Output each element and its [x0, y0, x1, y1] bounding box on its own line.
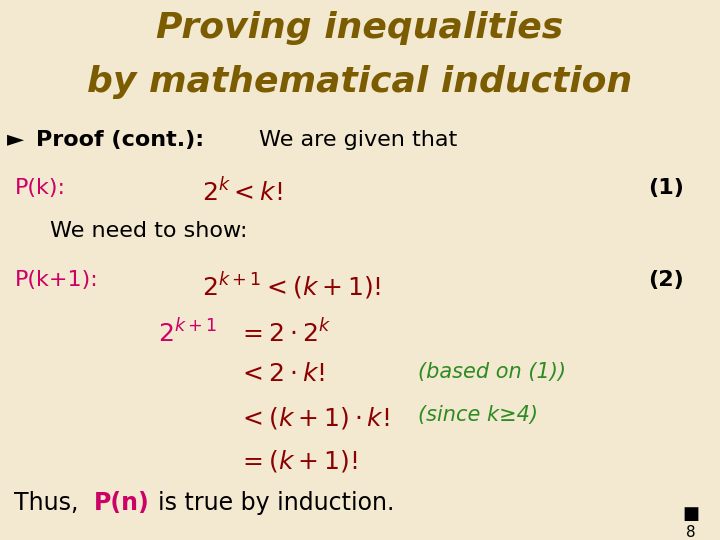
Text: We are given that: We are given that — [259, 130, 457, 150]
Text: is true by induction.: is true by induction. — [158, 491, 395, 515]
Text: (1): (1) — [648, 178, 684, 198]
Text: P(k):: P(k): — [14, 178, 66, 198]
Text: (2): (2) — [648, 270, 684, 290]
Text: by mathematical induction: by mathematical induction — [87, 65, 633, 99]
Text: $< 2 \cdot k!$: $< 2 \cdot k!$ — [238, 362, 325, 386]
Text: $< (k+1) \cdot k!$: $< (k+1) \cdot k!$ — [238, 405, 390, 431]
Text: $= 2 \cdot 2^k$: $= 2 \cdot 2^k$ — [238, 319, 330, 347]
Text: P(n): P(n) — [94, 491, 149, 515]
Text: (based on (1)): (based on (1)) — [418, 362, 566, 382]
Text: ■: ■ — [683, 505, 700, 523]
Text: Proving inequalities: Proving inequalities — [156, 11, 564, 45]
Text: Proof (cont.):: Proof (cont.): — [36, 130, 204, 150]
Text: $= (k+1)!$: $= (k+1)!$ — [238, 448, 357, 474]
Text: 8: 8 — [686, 525, 696, 540]
Text: ►: ► — [7, 130, 24, 150]
Text: (since k≥4): (since k≥4) — [418, 405, 538, 425]
Text: $2^k < k!$: $2^k < k!$ — [202, 178, 282, 207]
Text: P(k+1):: P(k+1): — [14, 270, 98, 290]
Text: $2^{k+1} < (k+1)!$: $2^{k+1} < (k+1)!$ — [202, 270, 381, 301]
Text: $2^{k+1}$: $2^{k+1}$ — [158, 319, 217, 347]
Text: Thus,: Thus, — [14, 491, 78, 515]
Text: We need to show:: We need to show: — [50, 221, 248, 241]
